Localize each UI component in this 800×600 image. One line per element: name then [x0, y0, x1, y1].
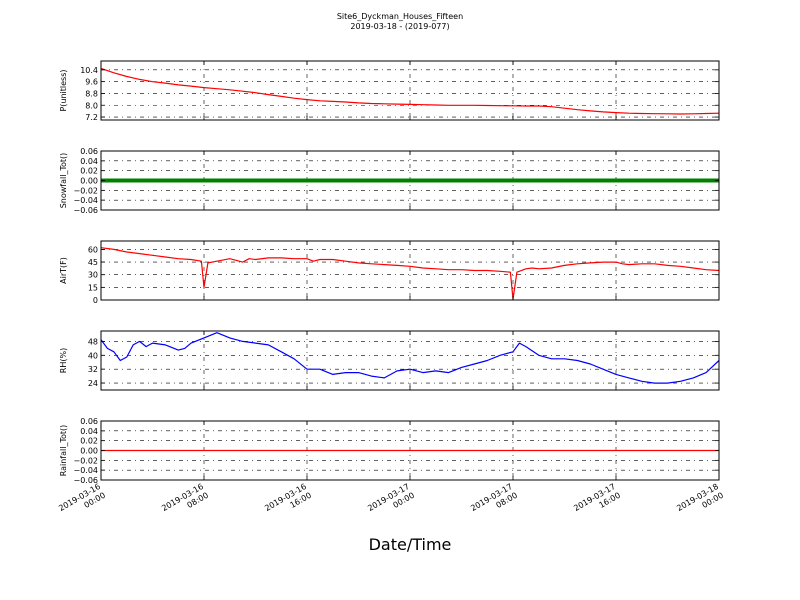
y-axis-label: RH(%) — [59, 348, 68, 373]
panel-4: 24 32 40 48 RH(%) — [59, 331, 719, 390]
x-tick-labels: 2019-03-1600:00 2019-03-1608:00 2019-03-16… — [57, 482, 725, 522]
y-tick-labels: 0 15 30 45 60 — [88, 245, 98, 305]
y-tick-label: 0.06 — [80, 417, 98, 426]
y-axis-label: AirT(F) — [59, 257, 68, 284]
y-tick-label: −0.02 — [73, 186, 98, 195]
x-tick-label: 2019-03-1616:00 — [263, 482, 313, 522]
y-tick-label: −0.02 — [73, 456, 98, 465]
grid-lines — [101, 331, 719, 390]
y-tick-label: 8.0 — [85, 101, 98, 110]
y-tick-label: −0.04 — [73, 466, 98, 475]
y-tick-label: 30 — [88, 271, 98, 280]
y-axis-label: Snowfall_Tot() — [59, 153, 68, 209]
y-tick-label: 60 — [88, 245, 98, 254]
y-tick-label: 10.4 — [80, 66, 98, 75]
y-tick-label: 0 — [93, 296, 98, 305]
y-tick-label: 48 — [88, 337, 98, 346]
panel-3: 0 15 30 45 60 AirT(F) — [59, 241, 719, 305]
x-axis-label: Date/Time — [369, 535, 452, 554]
x-tick-label: 2019-03-1700:00 — [366, 482, 416, 522]
chart-title: Site6_Dyckman_Houses_Fifteen — [337, 12, 463, 21]
y-tick-label: 0.02 — [80, 167, 98, 176]
x-tick-label: 2019-03-1716:00 — [572, 482, 622, 522]
y-tick-label: 0.06 — [80, 147, 98, 156]
grid-lines — [101, 241, 719, 300]
panel-2: −0.06−0.04−0.020.000.020.040.06 Snowfall_… — [59, 147, 719, 215]
panels-group: 7.28.08.89.610.4P(unitless)−0.06−0.04−0.… — [59, 61, 719, 485]
y-tick-label: −0.04 — [73, 196, 98, 205]
x-tick-label: 2019-03-1800:00 — [675, 482, 725, 522]
y-tick-label: −0.06 — [73, 206, 98, 215]
y-tick-labels: 7.2 8.0 8.8 9.6 10.4 — [80, 66, 98, 122]
x-tick-label: 2019-03-1608:00 — [160, 482, 210, 522]
y-tick-label: 8.8 — [85, 89, 98, 98]
y-tick-label: 0.00 — [80, 177, 98, 186]
panel-5: −0.06−0.04−0.020.000.020.040.06Rainfall_… — [59, 417, 719, 485]
y-tick-label: 0.02 — [80, 437, 98, 446]
y-tick-label: 32 — [88, 365, 98, 374]
y-tick-labels: −0.06−0.04−0.020.000.020.040.06 — [73, 147, 98, 215]
chart-subtitle: 2019-03-18 - (2019-077) — [350, 22, 449, 31]
y-axis-label: P(unitless) — [59, 69, 68, 111]
y-tick-label: 9.6 — [85, 78, 98, 87]
x-tick-label: 2019-03-1708:00 — [469, 482, 519, 522]
y-tick-label: 15 — [88, 283, 98, 292]
y-tick-label: 45 — [88, 258, 98, 267]
x-tick-label: 2019-03-1600:00 — [57, 482, 107, 522]
y-tick-label: 7.2 — [85, 113, 98, 122]
y-tick-labels: 24 32 40 48 — [88, 337, 98, 388]
panel-1: 7.2 8.0 8.8 9.6 10.4 P(unitless) — [59, 61, 719, 122]
grid-lines — [101, 61, 719, 120]
y-tick-labels: −0.06−0.04−0.020.000.020.040.06 — [73, 417, 98, 485]
y-tick-label: 0.04 — [80, 427, 98, 436]
y-tick-label: 0.04 — [80, 157, 98, 166]
y-tick-label: 0.00 — [80, 447, 98, 456]
y-tick-label: 24 — [88, 379, 98, 388]
y-axis-label: Rainfall_Tot() — [59, 425, 68, 477]
y-tick-label: 40 — [88, 351, 98, 360]
